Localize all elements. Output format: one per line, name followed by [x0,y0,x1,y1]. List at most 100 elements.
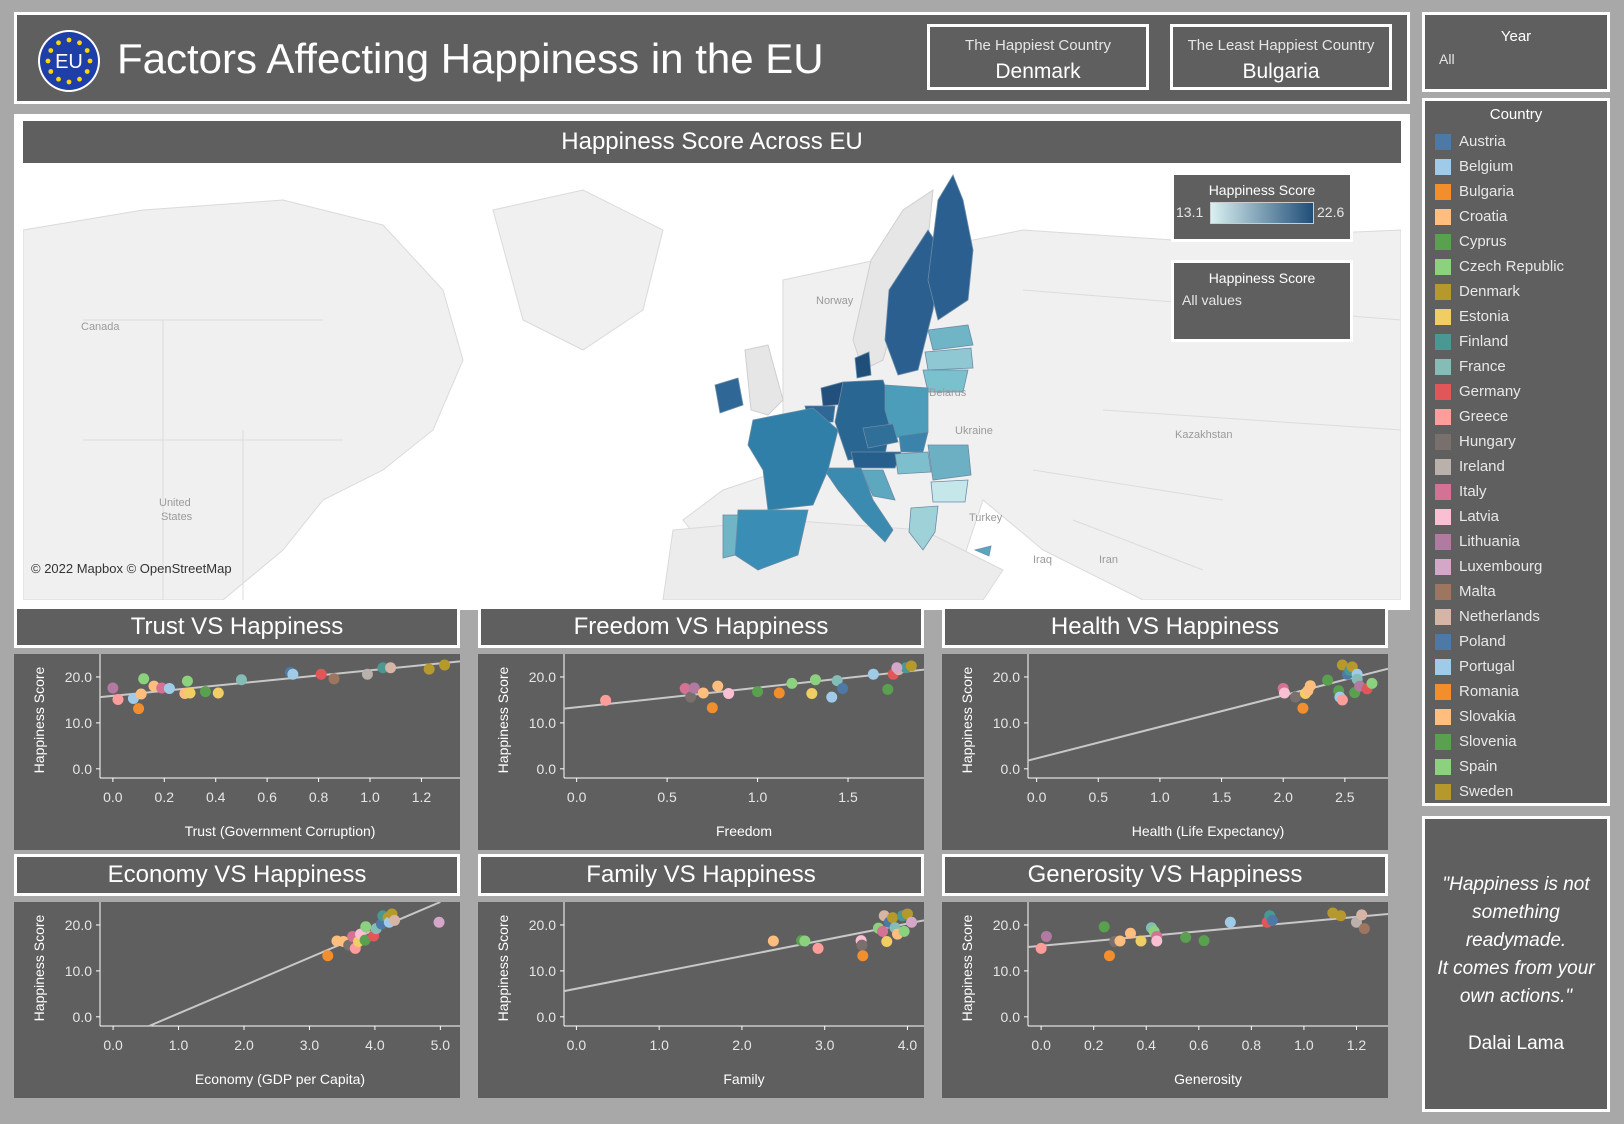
legend-item[interactable]: Croatia [1425,204,1607,229]
scatter-point[interactable] [328,673,340,685]
scatter-point[interactable] [423,663,435,675]
country-germany[interactable] [834,379,894,461]
scatter-point[interactable] [773,687,785,699]
scatter-point[interactable] [1180,931,1192,943]
scatter-point[interactable] [1336,694,1348,706]
scatter-point[interactable] [809,674,821,686]
scatter-point[interactable] [867,668,879,680]
chart-svg-family[interactable]: 0.0 10.0 20.0 0.0 1.0 2.0 3.0 4.0 Family Happines… [478,902,925,1098]
year-filter-value[interactable]: All [1439,51,1455,67]
chart-economy[interactable]: 0.0 10.0 20.0 0.0 1.0 2.0 3.0 4.0 5.0 Economy (GD… [14,901,460,1098]
legend-item[interactable]: Slovenia [1425,729,1607,754]
scatter-point[interactable] [1290,691,1302,703]
scatter-point[interactable] [1278,687,1290,699]
scatter-point[interactable] [831,675,843,687]
scatter-point[interactable] [1266,914,1278,926]
legend-item[interactable]: France [1425,354,1607,379]
scatter-point[interactable] [826,691,838,703]
scatter-point[interactable] [439,659,451,671]
scatter-point[interactable] [163,682,175,694]
scatter-point[interactable] [1358,923,1370,935]
scatter-point[interactable] [837,682,849,694]
chart-generosity[interactable]: 0.0 10.0 20.0 0.0 0.2 0.4 0.6 0.8 1.0 1.2 Generosi… [942,902,1389,1098]
scatter-point[interactable] [1114,935,1126,947]
country-sweden[interactable] [884,229,942,376]
scatter-point[interactable] [905,660,917,672]
legend-item[interactable]: Lithuania [1425,529,1607,554]
scatter-point[interactable] [1103,950,1115,962]
scatter-point[interactable] [1304,680,1316,692]
scatter-point[interactable] [1151,935,1163,947]
country-croatia[interactable] [860,469,896,501]
legend-item[interactable]: Luxembourg [1425,554,1607,579]
scatter-point[interactable] [812,942,824,954]
scatter-point[interactable] [723,687,735,699]
scatter-point[interactable] [377,662,389,674]
chart-svg-health[interactable]: 0.0 10.0 20.0 0.0 0.5 1.0 1.5 2.0 2.5 Health (Lif… [942,654,1389,850]
scatter-point[interactable] [1356,909,1368,921]
scatter-point[interactable] [287,668,299,680]
scatter-point[interactable] [697,687,709,699]
legend-item[interactable]: Greece [1425,404,1607,429]
chart-svg-economy[interactable]: 0.0 10.0 20.0 0.0 1.0 2.0 3.0 4.0 5.0 Economy (GD… [14,901,460,1098]
country-portugal[interactable] [722,514,739,559]
legend-item[interactable]: Finland [1425,329,1607,354]
country-france[interactable] [747,407,839,511]
scatter-point[interactable] [706,702,718,714]
country-hungary[interactable] [894,451,932,475]
country-austria[interactable] [850,451,902,469]
scatter-point[interactable] [767,935,779,947]
scatter-point[interactable] [906,916,918,928]
chart-health[interactable]: 0.0 10.0 20.0 0.0 0.5 1.0 1.5 2.0 2.5 Health (Lif… [942,654,1389,850]
scatter-point[interactable] [315,668,327,680]
scatter-point[interactable] [1224,916,1236,928]
scatter-point[interactable] [887,912,899,924]
scatter-point[interactable] [138,673,150,685]
scatter-point[interactable] [385,662,397,674]
scatter-point[interactable] [212,687,224,699]
chart-svg-generosity[interactable]: 0.0 10.0 20.0 0.0 0.2 0.4 0.6 0.8 1.0 1.2 Generosi… [942,902,1389,1098]
legend-item[interactable]: Denmark [1425,279,1607,304]
scatter-point[interactable] [1198,935,1210,947]
legend-item[interactable]: Belgium [1425,154,1607,179]
legend-item[interactable]: Latvia [1425,504,1607,529]
scatter-point[interactable] [107,682,119,694]
scatter-point[interactable] [235,674,247,686]
scatter-point[interactable] [857,950,869,962]
scatter-point[interactable] [359,934,371,946]
scatter-point[interactable] [1124,927,1136,939]
chart-freedom[interactable]: 0.0 10.0 20.0 0.0 0.5 1.0 1.5 Freedom Happiness … [478,654,925,850]
country-slovakia[interactable] [898,431,929,453]
scatter-point[interactable] [360,921,372,933]
scatter-point[interactable] [712,680,724,692]
legend-item[interactable]: Cyprus [1425,229,1607,254]
scatter-point[interactable] [1322,674,1334,686]
country-ireland[interactable] [714,377,744,414]
legend-item[interactable]: Slovakia [1425,704,1607,729]
scatter-point[interactable] [1098,921,1110,933]
country-czech-republic[interactable] [862,423,899,449]
scatter-point[interactable] [891,662,903,674]
scatter-point[interactable] [1135,935,1147,947]
legend-item[interactable]: Germany [1425,379,1607,404]
legend-item[interactable]: Malta [1425,579,1607,604]
chart-trust[interactable]: 0.0 10.0 20.0 0.0 0.2 0.4 0.6 0.8 1.0 1.2 Trust (G… [14,654,461,850]
scatter-point[interactable] [1035,942,1047,954]
scatter-point[interactable] [184,687,196,699]
scatter-point[interactable] [901,908,913,920]
legend-item[interactable]: Poland [1425,629,1607,654]
country-greece[interactable] [908,505,939,551]
country-cyprus[interactable] [973,545,992,557]
scatter-point[interactable] [898,925,910,937]
legend-item[interactable]: Bulgaria [1425,179,1607,204]
scatter-point[interactable] [389,914,401,926]
map-filter-legend[interactable]: Happiness Score All values [1171,260,1353,342]
scatter-point[interactable] [322,950,334,962]
scatter-point[interactable] [181,675,193,687]
legend-item[interactable]: Spain [1425,754,1607,779]
legend-item[interactable]: Italy [1425,479,1607,504]
legend-item[interactable]: Sweden [1425,779,1607,804]
country-romania[interactable] [927,444,972,481]
scatter-point[interactable] [688,682,700,694]
legend-item[interactable]: Hungary [1425,429,1607,454]
